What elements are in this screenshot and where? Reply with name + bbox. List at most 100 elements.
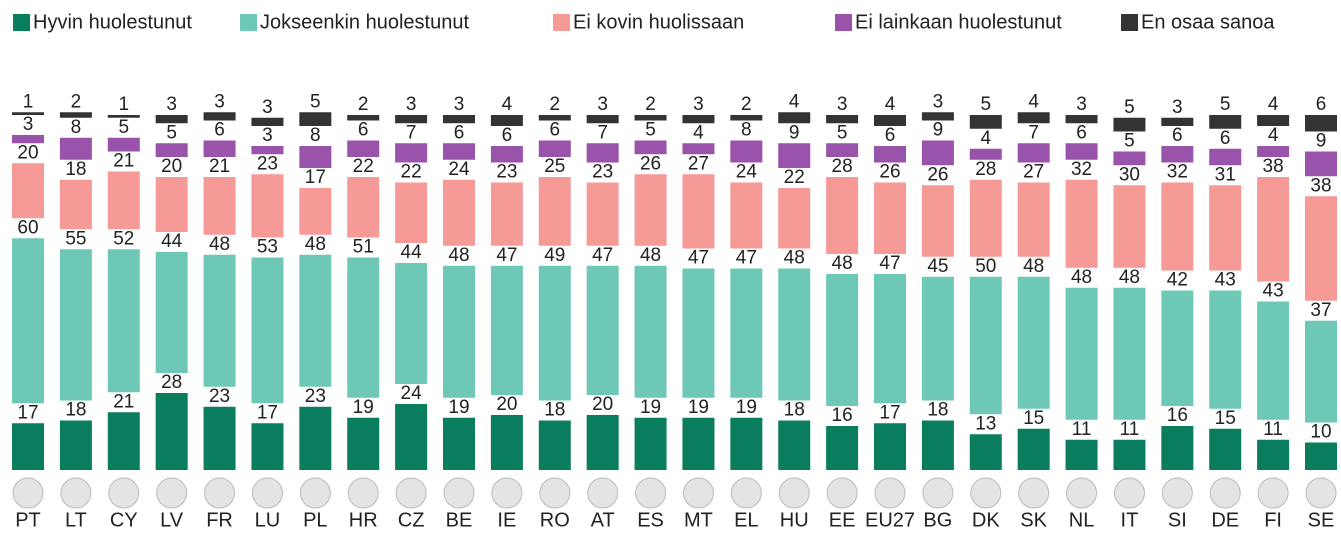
flag-icon — [108, 477, 140, 509]
bar-segment — [778, 112, 811, 124]
x-tick-label: DE — [1211, 509, 1239, 531]
bar-segment — [634, 140, 667, 155]
data-label: 3 — [693, 94, 704, 115]
flag-icon — [635, 477, 667, 509]
bar-segment — [1113, 439, 1146, 470]
data-label: 17 — [879, 402, 900, 423]
data-label: 4 — [1028, 91, 1039, 112]
data-label: 5 — [837, 122, 848, 143]
bar-segment — [826, 274, 859, 406]
bar-segment — [538, 177, 571, 246]
x-tick-label: LT — [65, 509, 87, 531]
bar-segment — [203, 177, 236, 235]
data-label: 3 — [406, 94, 417, 115]
data-label: 43 — [1263, 281, 1284, 302]
bar-segment — [730, 268, 763, 398]
flag-icon — [587, 477, 619, 509]
bar-segment — [490, 146, 523, 163]
bar-segment — [1065, 179, 1098, 268]
data-label: 19 — [688, 397, 709, 418]
bar-segment — [1209, 185, 1242, 271]
data-label: 17 — [257, 402, 278, 423]
bar-segment — [1305, 196, 1337, 301]
bar-segment — [586, 182, 619, 246]
bar-segment — [874, 115, 906, 126]
bar-segment — [874, 423, 906, 470]
data-label: 15 — [1215, 408, 1236, 429]
x-tick-label: ES — [637, 509, 664, 531]
data-label: 44 — [401, 242, 423, 263]
bar-segment — [251, 174, 284, 238]
x-tick-label: LV — [160, 509, 184, 531]
bar-segment — [1017, 143, 1050, 163]
flag-icon — [1018, 477, 1050, 509]
data-label: 5 — [1220, 94, 1231, 115]
bar-segment — [155, 143, 188, 157]
bar-segment — [251, 146, 284, 155]
data-label: 18 — [544, 400, 565, 421]
data-label: 21 — [209, 156, 230, 177]
data-label: 24 — [448, 159, 470, 180]
data-label: 3 — [837, 94, 848, 115]
bar-segment — [921, 112, 954, 121]
data-label: 6 — [885, 125, 896, 146]
bar-segment — [730, 115, 763, 121]
data-label: 47 — [879, 253, 900, 274]
data-label: 49 — [544, 245, 565, 266]
bar-segment — [1257, 439, 1290, 470]
bar-segment — [12, 135, 44, 144]
bar-segment — [490, 265, 523, 395]
data-label: 3 — [262, 125, 273, 146]
x-tick-label: SK — [1020, 509, 1047, 531]
x-tick-label: LU — [255, 509, 281, 531]
bar-segment — [538, 115, 571, 121]
bar-segment — [730, 140, 763, 163]
flag-icon — [1257, 477, 1289, 509]
bar-segment — [251, 423, 284, 470]
bar-segment — [682, 417, 715, 470]
flag-icon — [826, 477, 858, 509]
bar-segment — [107, 137, 140, 152]
data-label: 38 — [1310, 175, 1331, 196]
data-label: 8 — [741, 120, 752, 141]
bar-segment — [1113, 117, 1146, 132]
data-label: 6 — [502, 125, 513, 146]
data-label: 2 — [645, 94, 656, 115]
data-label: 48 — [1023, 256, 1044, 277]
data-label: 7 — [406, 122, 417, 143]
data-label: 22 — [401, 162, 422, 183]
data-label: 2 — [71, 91, 82, 112]
legend-swatch — [835, 14, 852, 31]
data-label: 9 — [1316, 131, 1327, 152]
bar-segment — [969, 276, 1002, 415]
data-label: 19 — [736, 397, 757, 418]
flag-icon — [1113, 477, 1145, 509]
data-label: 3 — [23, 114, 34, 135]
flag-icon — [778, 477, 810, 509]
flag-icon — [874, 477, 906, 509]
bar-segment — [1161, 117, 1194, 126]
data-label: 4 — [789, 91, 800, 112]
data-label: 11 — [1120, 419, 1140, 440]
data-label: 5 — [118, 117, 129, 138]
data-label: 23 — [209, 386, 230, 407]
data-label: 31 — [1215, 164, 1236, 185]
bar-segment — [12, 112, 44, 115]
bar-segment — [586, 415, 619, 470]
bar-segment — [347, 140, 380, 157]
bar-segment — [921, 420, 954, 470]
data-label: 26 — [640, 153, 661, 174]
data-label: 38 — [1263, 156, 1284, 177]
bar-segment — [12, 423, 44, 470]
data-label: 6 — [214, 120, 225, 141]
bar-segment — [874, 182, 906, 254]
bar-segment — [299, 254, 332, 387]
bar-segment — [1017, 182, 1050, 257]
bar-segment — [1305, 442, 1337, 470]
bar-segment — [443, 417, 475, 470]
bar-segment — [921, 140, 954, 166]
bar-segment — [203, 254, 236, 387]
x-tick-label: CY — [110, 509, 138, 531]
bar-segment — [443, 115, 475, 124]
bar-segment — [347, 417, 380, 470]
